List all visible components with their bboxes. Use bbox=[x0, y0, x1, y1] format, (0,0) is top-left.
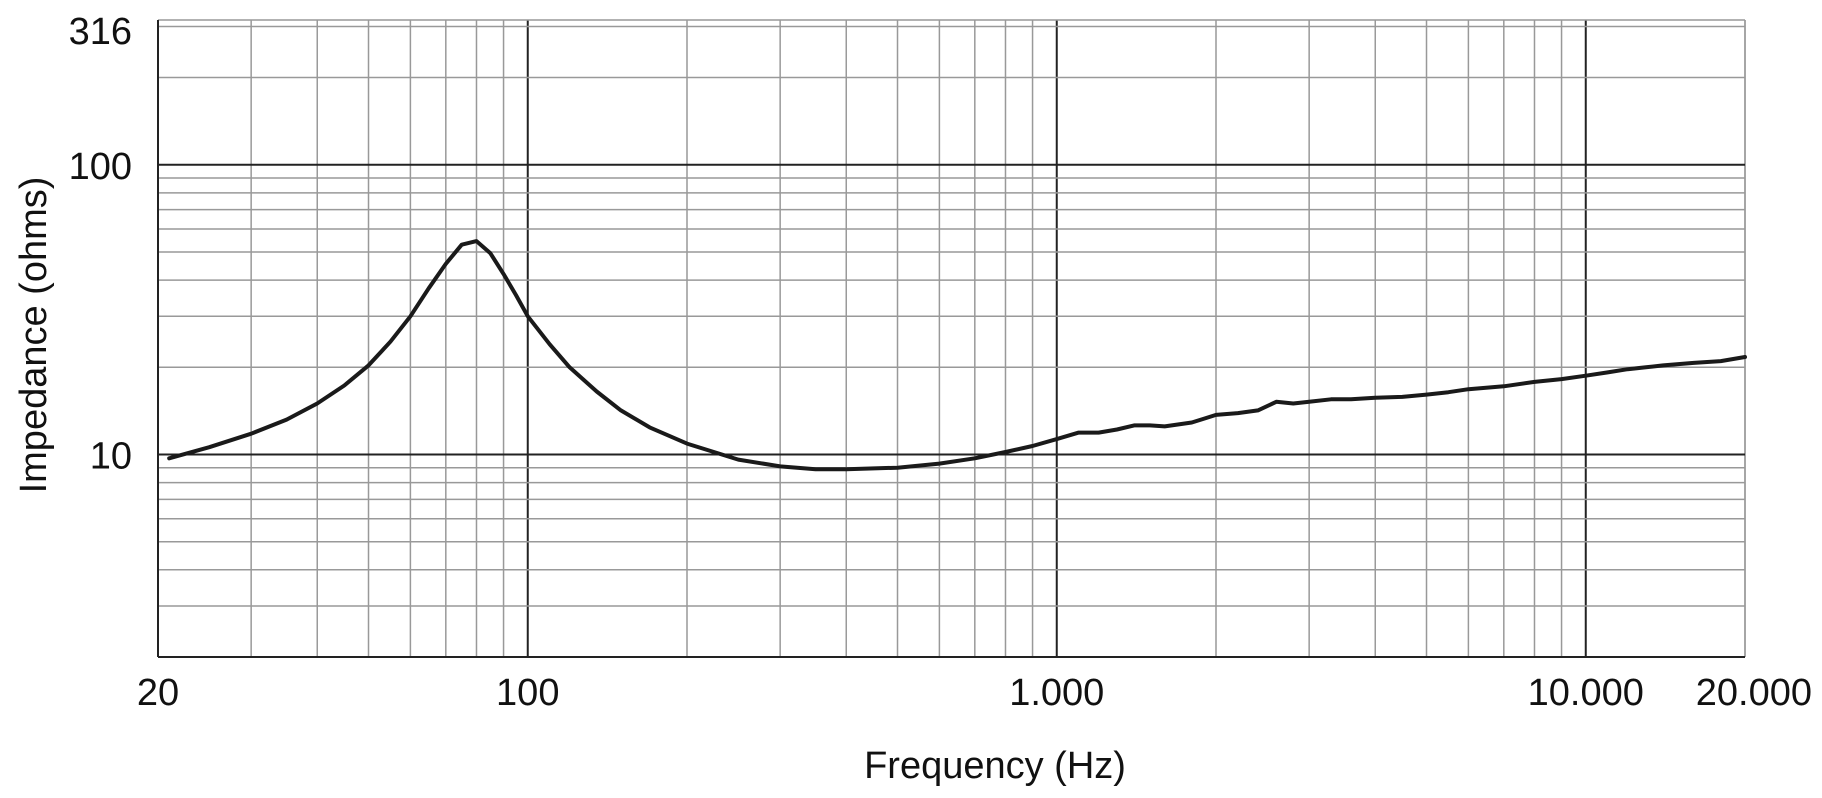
y-axis-title: Impedance (ohms) bbox=[13, 177, 55, 494]
x-tick-label: 20 bbox=[137, 672, 179, 714]
y-tick-label: 10 bbox=[90, 435, 132, 477]
x-tick-label: 10.000 bbox=[1528, 672, 1644, 714]
x-tick-label: 1.000 bbox=[1009, 672, 1104, 714]
grid-lines bbox=[157, 19, 1746, 658]
series-line-impedance bbox=[167, 239, 1747, 472]
x-tick-labels: 20 100 1.000 10.000 20.000 bbox=[137, 672, 1812, 714]
y-tick-label: 316 bbox=[69, 11, 132, 53]
x-tick-label: 20.000 bbox=[1696, 672, 1812, 714]
x-axis-title: Frequency (Hz) bbox=[864, 745, 1126, 787]
y-tick-labels: 10 100 316 bbox=[69, 11, 132, 477]
x-tick-label: 100 bbox=[496, 672, 559, 714]
y-tick-label: 100 bbox=[69, 146, 132, 188]
